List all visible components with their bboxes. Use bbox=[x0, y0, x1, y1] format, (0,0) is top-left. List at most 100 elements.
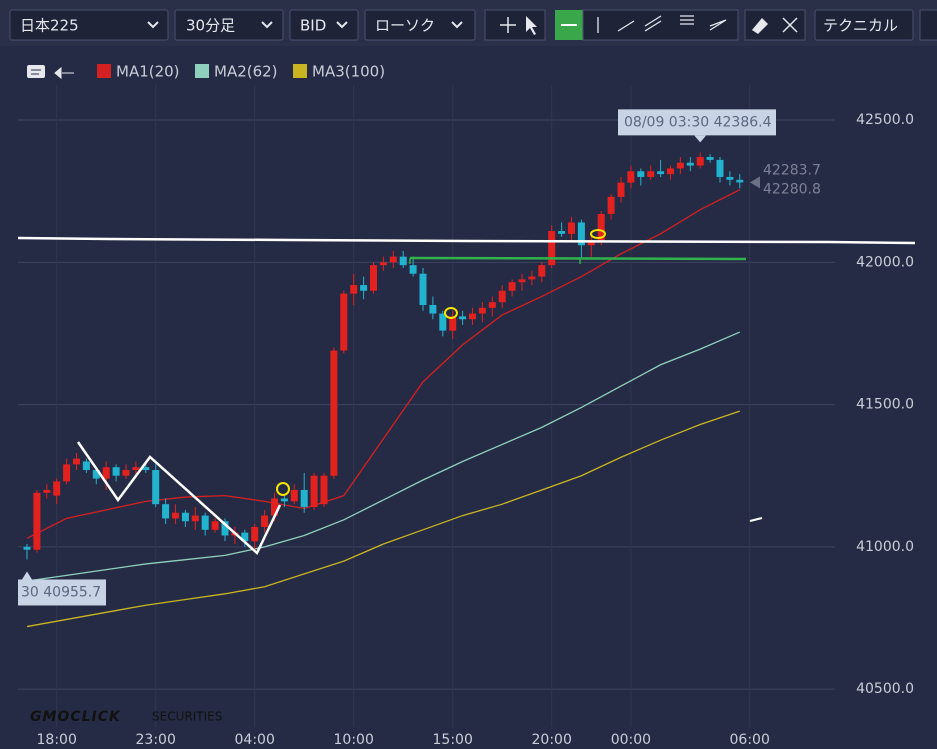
legend-tools[interactable] bbox=[27, 65, 74, 80]
high-pointer bbox=[694, 135, 707, 143]
candle-body bbox=[459, 316, 467, 320]
candle-body bbox=[112, 467, 120, 476]
ma-line bbox=[26, 410, 741, 628]
timeframe-select[interactable]: 30分足 bbox=[174, 9, 284, 41]
candle-body bbox=[389, 256, 397, 263]
candle-body bbox=[320, 475, 328, 505]
y-tick-label: 40500.0 bbox=[856, 681, 914, 697]
candle-body bbox=[92, 470, 100, 479]
symbol-select[interactable]: 日本225 bbox=[9, 9, 169, 41]
legend-label: MA2(62) bbox=[214, 63, 278, 81]
candle-body bbox=[122, 470, 130, 476]
x-tick-label: 15:00 bbox=[433, 732, 473, 748]
candle-body bbox=[627, 171, 635, 183]
candle-body bbox=[647, 171, 655, 177]
logo-suffix: SECURITIES bbox=[152, 710, 222, 724]
technical-button[interactable]: テクニカル bbox=[814, 9, 914, 41]
candle-body bbox=[617, 182, 625, 197]
candle-body bbox=[498, 290, 506, 303]
candle-body bbox=[548, 231, 556, 266]
candle-body bbox=[53, 481, 61, 496]
more-button[interactable] bbox=[919, 9, 937, 41]
candle-body bbox=[340, 293, 348, 351]
candle-body bbox=[657, 171, 665, 175]
candle-body bbox=[360, 285, 368, 291]
candle-body bbox=[597, 213, 605, 243]
legend-label: MA3(100) bbox=[312, 63, 385, 81]
candle-body bbox=[310, 475, 318, 508]
candle-body bbox=[488, 302, 496, 308]
high-box bbox=[618, 109, 776, 136]
candle-body bbox=[251, 526, 259, 542]
candle-body bbox=[686, 162, 694, 166]
high-label: 08/09 03:30 42386.4 bbox=[624, 114, 772, 130]
current-price: 42280.8 bbox=[763, 181, 821, 197]
side-select[interactable]: BID bbox=[289, 9, 359, 41]
candle-body bbox=[449, 316, 457, 331]
drawing-tools[interactable] bbox=[484, 9, 806, 41]
style-select[interactable]: ローソク bbox=[364, 9, 476, 41]
candle-body bbox=[538, 265, 546, 277]
candle-body bbox=[726, 176, 734, 180]
technical-text: テクニカル bbox=[823, 17, 898, 35]
candle-body bbox=[290, 489, 298, 502]
legend-swatch bbox=[195, 64, 209, 78]
y-tick-label: 41500.0 bbox=[856, 397, 914, 413]
x-tick-label: 23:00 bbox=[136, 732, 176, 748]
candle-body bbox=[667, 168, 674, 175]
candle-body bbox=[63, 464, 71, 482]
candle-body bbox=[300, 489, 308, 508]
candle-body bbox=[191, 515, 199, 522]
ma-line bbox=[26, 189, 741, 539]
x-tick-label: 00:00 bbox=[611, 732, 651, 748]
candle-body bbox=[379, 262, 387, 266]
candle-body bbox=[706, 157, 714, 160]
candle-body bbox=[350, 285, 358, 294]
candle-body bbox=[142, 467, 150, 471]
style-text: ローソク bbox=[375, 17, 435, 35]
candle-body bbox=[82, 461, 90, 471]
ma-line bbox=[26, 331, 741, 582]
candle-body bbox=[211, 521, 219, 530]
candle-body bbox=[508, 282, 516, 291]
logo-brand: GMOCLICK bbox=[30, 709, 121, 725]
low-box bbox=[18, 579, 106, 606]
candle-body bbox=[409, 265, 417, 274]
x-tick-label: 04:00 bbox=[235, 732, 275, 748]
candle-body bbox=[172, 512, 179, 519]
candle-body bbox=[696, 157, 704, 166]
candle-body bbox=[271, 498, 278, 516]
candle-body bbox=[162, 504, 170, 519]
candle-body bbox=[43, 489, 51, 493]
candle-body bbox=[280, 498, 288, 502]
side-text: BID bbox=[300, 17, 326, 35]
candle-body bbox=[429, 305, 437, 314]
candle-body bbox=[568, 222, 575, 234]
candle-body bbox=[261, 515, 269, 527]
plot: 40500.0 41000.0 41500.0 42000.0 42500.0 18:00… bbox=[18, 85, 914, 748]
candle-body bbox=[181, 512, 189, 522]
candle-body bbox=[528, 276, 536, 280]
drawn-annotations bbox=[17, 229, 916, 556]
candle-body bbox=[399, 256, 407, 266]
candle-body bbox=[469, 313, 476, 320]
timeframe-text: 30分足 bbox=[186, 17, 235, 35]
low-pointer bbox=[22, 571, 32, 580]
candle-body bbox=[241, 532, 249, 542]
x-tick-label: 06:00 bbox=[730, 732, 770, 748]
candle-body bbox=[716, 159, 724, 177]
candle-body bbox=[33, 492, 41, 550]
candle-body bbox=[587, 242, 595, 246]
candle-body bbox=[370, 265, 377, 291]
candle-body bbox=[478, 307, 486, 314]
candle-body bbox=[607, 196, 615, 214]
y-tick-label: 41000.0 bbox=[856, 539, 914, 555]
candle-body bbox=[221, 521, 229, 536]
legend-swatch bbox=[293, 64, 307, 78]
x-tick-label: 20:00 bbox=[532, 732, 572, 748]
legend-label: MA1(20) bbox=[116, 63, 180, 81]
candle-body bbox=[330, 350, 338, 476]
y-tick-label: 42000.0 bbox=[856, 254, 914, 270]
